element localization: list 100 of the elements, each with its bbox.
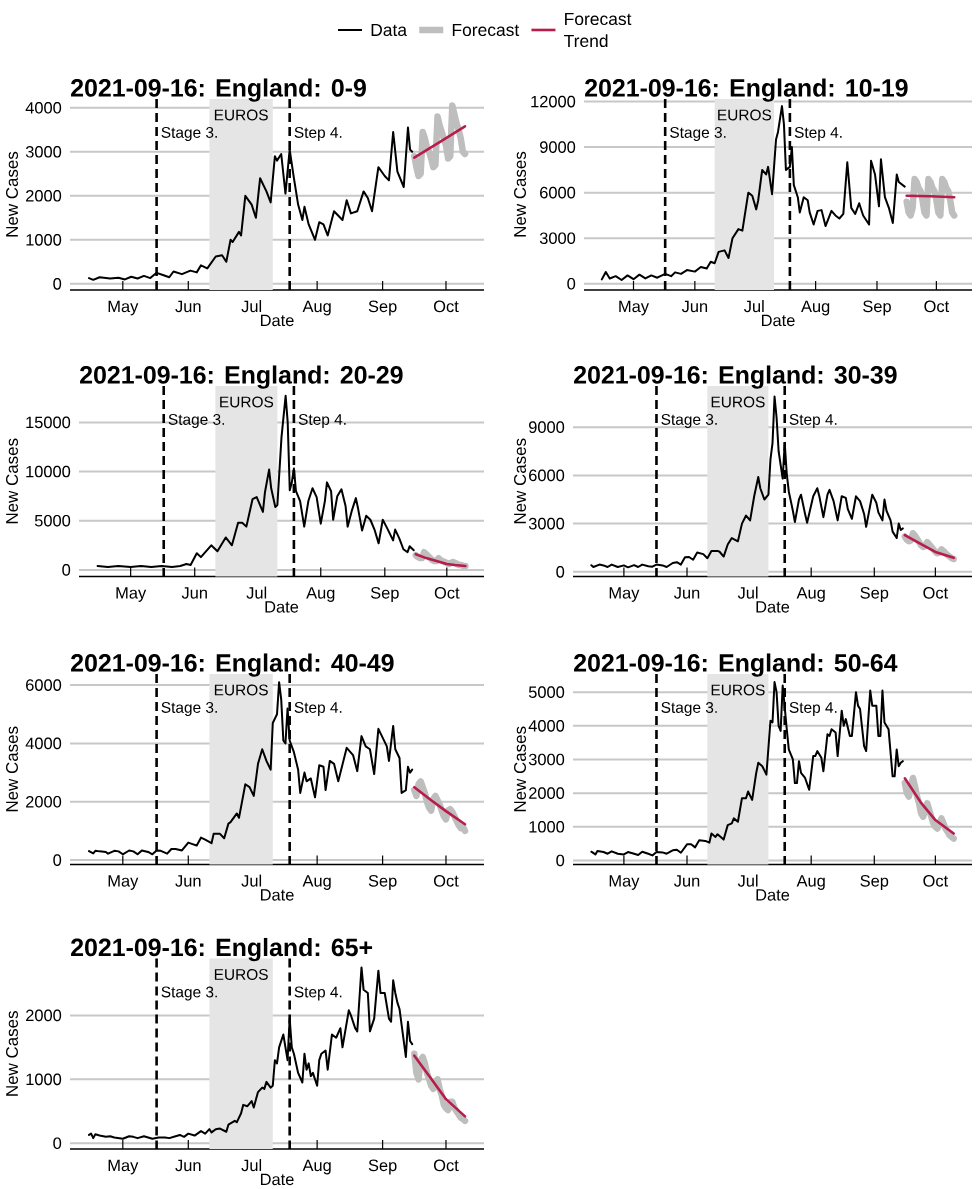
y-axis-title: New Cases (6, 1011, 18, 1096)
y-tick-label: 0 (53, 1137, 62, 1150)
ref-line-label: Stage 3. (161, 702, 217, 716)
x-axis-title: Date (756, 889, 790, 901)
ref-line-label: Step 4. (294, 702, 342, 716)
y-tick-label: 5000 (528, 686, 565, 698)
line-series (903, 777, 955, 835)
x-tick-label: Jun (681, 300, 708, 313)
x-tick-label: Oct (924, 300, 950, 313)
x-tick-label: Aug (302, 875, 331, 890)
x-tick-label: Jul (241, 300, 262, 313)
ref-line-label: Step 4. (794, 126, 842, 141)
x-tick-label: Jun (674, 587, 700, 599)
y-tick-label: 2000 (26, 1009, 62, 1022)
band-label: EUROS (718, 109, 772, 121)
x-tick-label: Aug (302, 300, 331, 316)
y-tick-label: 6000 (26, 679, 62, 691)
y-tick-label: 0 (567, 277, 576, 290)
ref-line-label: Stage 3. (670, 126, 726, 141)
x-tick-label: Jul (737, 874, 758, 887)
ref-line-label: Stage 3. (661, 702, 717, 716)
x-tick-label: Aug (801, 300, 830, 316)
ref-line-label: Stage 3. (168, 414, 225, 428)
x-tick-label: Jul (246, 586, 267, 599)
y-tick-label: 3000 (25, 145, 62, 158)
y-tick-label: 0 (62, 564, 71, 576)
x-tick-label: Sep (368, 1159, 397, 1175)
y-tick-label: 4000 (25, 101, 62, 114)
chart-title: 2021-09-16: England: 20-29 (80, 365, 403, 389)
chart-title: 2021-09-16: England: 0-9 (71, 78, 366, 102)
x-tick-label: Jun (175, 300, 201, 313)
x-axis-title: Date (260, 889, 294, 901)
x-tick-label: May (108, 300, 139, 316)
chart-title: 2021-09-16: England: 65+ (71, 937, 373, 962)
ref-line-label: Step 4. (294, 126, 342, 141)
x-tick-label: Sep (860, 587, 889, 602)
x-tick-label: Jul (744, 300, 764, 313)
ref-line-label: Stage 3. (661, 414, 717, 428)
y-tick-label: 2000 (26, 189, 62, 202)
x-tick-label: Aug (302, 1159, 331, 1175)
ref-line-label: Step 4. (294, 986, 342, 1001)
y-tick-label: 2000 (26, 795, 62, 808)
x-tick-label: Jun (674, 875, 700, 887)
x-axis-title: Date (260, 314, 294, 327)
x-tick-label: Jun (175, 875, 201, 887)
y-tick-label: 15000 (26, 416, 71, 429)
x-axis-title: Date (756, 601, 790, 613)
y-tick-label: 10000 (26, 465, 71, 478)
legend-label: Forecast (452, 23, 520, 37)
band-label: EUROS (711, 396, 765, 408)
x-axis-title: Date (265, 601, 299, 613)
y-tick-label: 9000 (540, 141, 576, 153)
x-tick-label: Oct (434, 587, 460, 599)
ref-line-label: Step 4. (298, 414, 346, 428)
x-tick-label: Aug (306, 587, 335, 602)
x-tick-label: Sep (370, 587, 399, 602)
band-label: EUROS (220, 396, 274, 408)
chart-title: 2021-09-16: England: 40-49 (71, 653, 394, 677)
legend-label: Forecast Trend (564, 12, 632, 48)
y-tick-label: 4000 (25, 737, 62, 750)
x-tick-label: Oct (433, 875, 459, 887)
y-tick-label: 9000 (529, 421, 565, 433)
y-axis-title: New Cases (514, 438, 527, 524)
x-tick-label: May (609, 587, 640, 602)
x-tick-label: Sep (368, 875, 397, 890)
x-tick-label: Sep (368, 300, 397, 316)
line-series (413, 1054, 467, 1118)
y-tick-label: 1000 (26, 233, 62, 246)
chart-title: 2021-09-16: England: 30-39 (574, 365, 897, 389)
x-tick-label: May (619, 300, 649, 316)
ref-line-label: Stage 3. (161, 986, 217, 1001)
y-axis-title: New Cases (6, 151, 18, 237)
ref-line-label: Step 4. (789, 414, 837, 428)
ref-line-label: Step 4. (789, 702, 837, 716)
x-tick-label: Oct (433, 300, 459, 313)
x-tick-label: Jun (175, 1159, 201, 1172)
x-tick-label: Sep (860, 875, 889, 890)
x-tick-label: May (108, 1159, 139, 1175)
y-tick-label: 1000 (26, 1073, 62, 1086)
y-axis-title: New Cases (6, 726, 18, 812)
chart-title: 2021-09-16: England: 10-19 (585, 78, 908, 102)
y-tick-label: 0 (556, 854, 565, 867)
y-tick-label: 4000 (528, 720, 565, 732)
band-label: EUROS (214, 684, 268, 696)
y-tick-label: 2000 (529, 787, 565, 799)
line-series (413, 785, 467, 826)
legend-label: Data (371, 23, 408, 37)
y-tick-label: 3000 (528, 753, 565, 766)
x-tick-label: Oct (433, 1159, 459, 1172)
x-axis-title: Date (260, 1173, 294, 1186)
y-tick-label: 1000 (529, 820, 565, 833)
ref-line-label: Stage 3. (161, 126, 217, 141)
y-tick-label: 0 (53, 278, 62, 290)
band-label: EUROS (214, 969, 268, 980)
x-tick-label: Jul (241, 874, 262, 887)
x-tick-label: Oct (923, 587, 949, 599)
x-axis-title: Date (761, 314, 795, 327)
y-tick-label: 6000 (540, 186, 576, 199)
y-tick-label: 5000 (34, 514, 71, 527)
y-axis-title: New Cases (514, 151, 527, 237)
